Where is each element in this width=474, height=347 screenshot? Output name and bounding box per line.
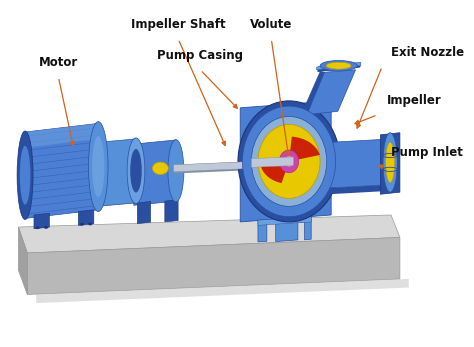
Ellipse shape: [88, 222, 92, 225]
Polygon shape: [36, 279, 409, 303]
Polygon shape: [318, 63, 360, 71]
Ellipse shape: [279, 150, 299, 173]
Polygon shape: [329, 185, 391, 194]
Ellipse shape: [20, 146, 30, 205]
Ellipse shape: [80, 223, 84, 226]
Ellipse shape: [92, 136, 104, 197]
Polygon shape: [78, 210, 94, 225]
Wedge shape: [289, 137, 320, 161]
Ellipse shape: [284, 156, 293, 167]
Ellipse shape: [326, 62, 351, 69]
Polygon shape: [258, 217, 311, 242]
Ellipse shape: [242, 106, 336, 217]
Polygon shape: [25, 124, 98, 147]
Polygon shape: [173, 161, 254, 174]
Polygon shape: [258, 217, 311, 225]
Polygon shape: [301, 71, 325, 115]
Ellipse shape: [383, 133, 397, 192]
Polygon shape: [97, 139, 136, 206]
Polygon shape: [27, 237, 400, 295]
Ellipse shape: [153, 162, 168, 175]
Polygon shape: [251, 157, 293, 167]
Polygon shape: [18, 227, 27, 295]
Ellipse shape: [17, 131, 33, 219]
Polygon shape: [173, 161, 254, 172]
Polygon shape: [25, 124, 98, 218]
Polygon shape: [329, 139, 391, 188]
Polygon shape: [317, 62, 361, 70]
Ellipse shape: [44, 226, 48, 229]
Polygon shape: [240, 101, 331, 222]
Ellipse shape: [89, 122, 108, 212]
Text: Motor: Motor: [39, 57, 78, 69]
Ellipse shape: [238, 101, 340, 222]
Polygon shape: [18, 215, 400, 253]
Ellipse shape: [251, 117, 327, 206]
Text: Pump Casing: Pump Casing: [157, 50, 243, 62]
Polygon shape: [165, 200, 178, 222]
Text: Pump Inlet: Pump Inlet: [391, 146, 463, 159]
Polygon shape: [134, 140, 176, 205]
Text: Volute: Volute: [250, 18, 292, 31]
Ellipse shape: [320, 60, 357, 71]
Wedge shape: [261, 161, 289, 183]
Text: Impeller: Impeller: [387, 94, 441, 108]
Text: Exit Nozzle: Exit Nozzle: [391, 46, 464, 59]
Text: Impeller Shaft: Impeller Shaft: [131, 18, 226, 31]
Polygon shape: [137, 202, 151, 223]
Polygon shape: [34, 213, 49, 229]
Ellipse shape: [168, 139, 184, 202]
Polygon shape: [381, 133, 400, 194]
Ellipse shape: [386, 142, 394, 183]
Ellipse shape: [130, 149, 142, 193]
Ellipse shape: [35, 226, 40, 229]
Polygon shape: [307, 70, 356, 115]
Ellipse shape: [258, 125, 320, 198]
Ellipse shape: [127, 138, 145, 204]
